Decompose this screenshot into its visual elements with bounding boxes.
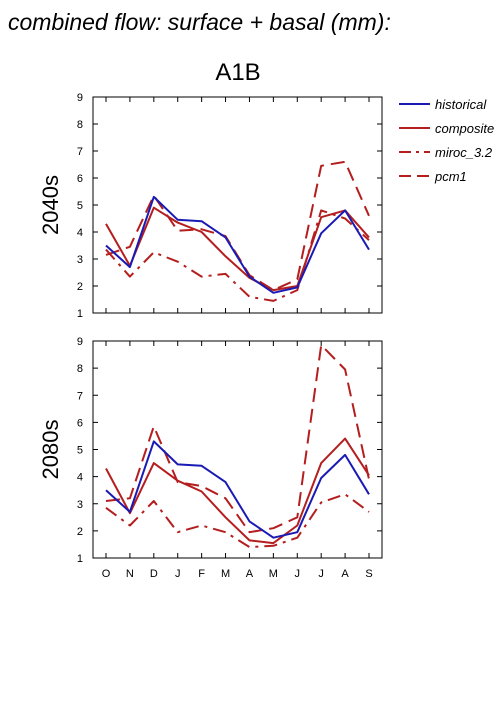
x-tick-label: M — [221, 568, 230, 580]
legend-label: miroc_3.2 — [435, 145, 493, 160]
x-tick-label: J — [318, 568, 324, 580]
legend: historical composite miroc_3.2 pcm1 — [399, 97, 494, 184]
x-tick-label: A — [246, 568, 254, 580]
panel-2080s: 1 2 3 4 5 6 7 8 9 O N D J F M A M J J A S 2080s — [38, 336, 383, 580]
x-tick-label: F — [198, 568, 205, 580]
series-line-composite — [105, 206, 370, 292]
y-tick-label: 2 — [77, 281, 83, 293]
x-tick-label: D — [150, 568, 158, 580]
plot-frame — [92, 340, 383, 559]
y-tick-label: 3 — [77, 254, 83, 266]
y-tick-label: 4 — [77, 472, 83, 484]
y-tick-label: 8 — [77, 363, 83, 375]
y-tick-label: 9 — [77, 336, 83, 348]
series-line-composite — [105, 437, 370, 545]
x-tick-label: M — [269, 568, 278, 580]
scenario-label: A1B — [215, 59, 260, 86]
legend-label: composite — [435, 121, 494, 136]
panel-label: 2080s — [38, 420, 63, 480]
x-tick-label: A — [341, 568, 349, 580]
y-tick-label: 6 — [77, 417, 83, 429]
y-tick-label: 6 — [77, 173, 83, 185]
legend-label: pcm1 — [434, 169, 467, 184]
series-line-miroc-3-2 — [105, 493, 370, 549]
x-tick-label: J — [295, 568, 301, 580]
y-tick-label: 7 — [77, 390, 83, 402]
panel-label: 2040s — [38, 175, 63, 235]
y-tick-label: 9 — [77, 92, 83, 104]
y-tick-label: 1 — [77, 553, 83, 565]
series-line-miroc-3-2 — [105, 209, 370, 302]
panel-2040s: 1 2 3 4 5 6 7 8 9 2040s — [38, 92, 383, 320]
y-tick-label: 7 — [77, 146, 83, 158]
y-tick-label: 1 — [77, 308, 83, 320]
figure-title: combined flow: surface + basal (mm): — [8, 9, 391, 35]
y-tick-label: 2 — [77, 526, 83, 538]
x-tick-label: J — [175, 568, 181, 580]
series-line-pcm1 — [105, 344, 370, 534]
chart-panels: 1 2 3 4 5 6 7 8 9 2040s 1 2 3 4 5 6 7 8 9 O N D J F M A M J J A S 2080s — [38, 92, 383, 580]
y-tick-label: 5 — [77, 200, 83, 212]
x-tick-label: O — [102, 568, 111, 580]
plot-frame — [92, 96, 383, 314]
series-line-historical — [105, 440, 370, 539]
y-tick-label: 5 — [77, 445, 83, 457]
y-tick-label: 3 — [77, 499, 83, 511]
legend-label: historical — [435, 97, 487, 112]
y-tick-label: 4 — [77, 227, 83, 239]
series-line-historical — [105, 195, 370, 294]
x-tick-label: S — [365, 568, 372, 580]
y-tick-label: 8 — [77, 119, 83, 131]
x-tick-label: N — [126, 568, 134, 580]
